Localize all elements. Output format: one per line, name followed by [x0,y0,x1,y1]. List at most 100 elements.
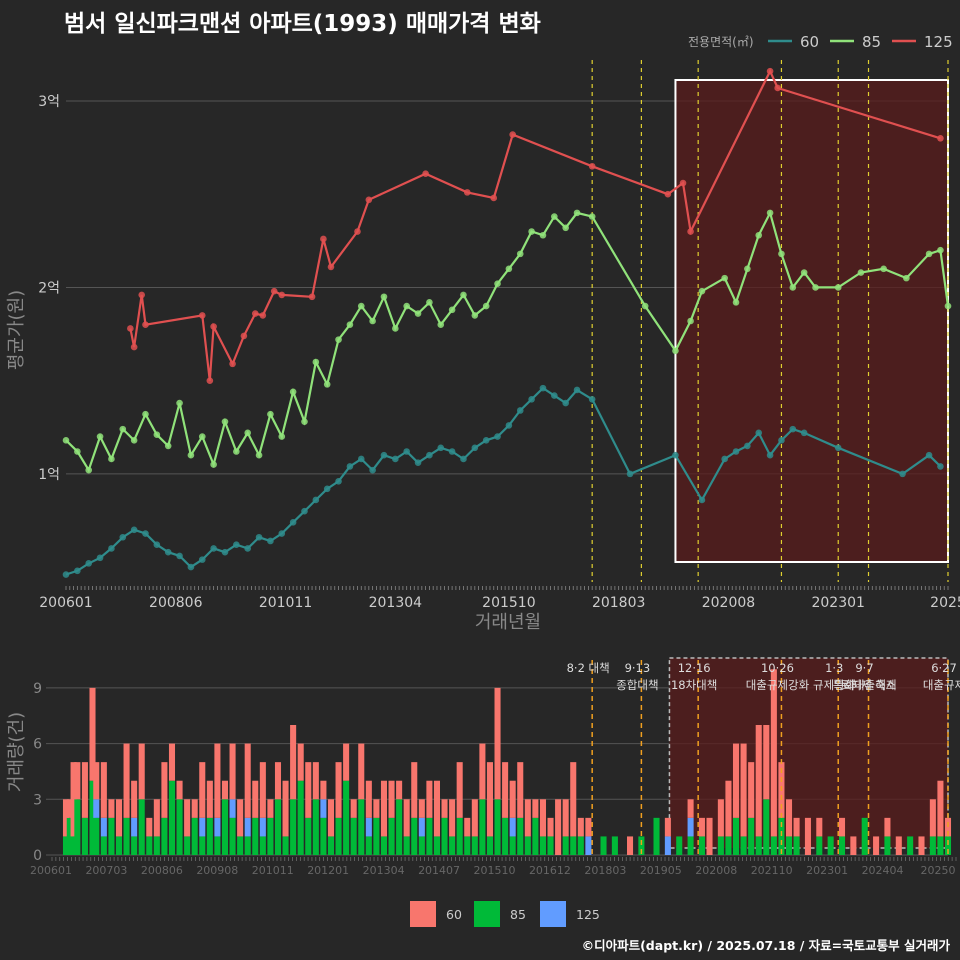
data-point-60-18 [267,537,274,545]
data-point-60-42 [539,384,547,392]
data-point-85-62 [880,265,887,273]
data-point-125-17 [365,196,373,204]
bar-v85-1 [66,817,73,855]
data-point-60-26 [357,455,365,463]
data-point-60-11 [187,563,195,571]
bar-v60-35 [312,762,319,800]
data-point-125-21 [509,131,516,138]
x-axis-title: 거래년월 [475,612,541,633]
bar-v85-46 [396,799,403,855]
data-point-85-58 [800,269,808,276]
data-point-60-17 [255,533,263,541]
bar-v125-77 [664,836,671,855]
data-point-85-21 [301,418,308,425]
bar-v85-35 [312,799,319,855]
data-point-60-44 [562,399,569,407]
data-point-60-10 [176,552,183,560]
bar-v60-8 [108,799,115,818]
data-point-85-26 [357,302,365,310]
bar-v60-10 [123,743,130,818]
data-point-85-42 [539,231,547,239]
bar-v85-50 [426,817,433,855]
data-point-85-2 [85,466,93,474]
data-point-85-31 [414,310,422,317]
bar-v85-98 [861,817,868,855]
bar-v85-47 [403,836,410,855]
bar-v60-43 [373,799,380,818]
bar-v85-89 [770,836,777,855]
bar-v85-70 [577,836,584,855]
bar-v85-38 [335,817,342,855]
bar-v85-15 [161,817,168,855]
bar-v60-56 [471,799,478,837]
bar-legend-label-60: 60 [446,907,462,922]
data-point-125-27 [774,84,781,92]
bar-v60-31 [282,780,289,837]
bar-v85-41 [358,799,365,855]
policy-label-name-7: 대출규제 [923,678,960,692]
data-point-60-41 [528,396,535,403]
bar-x-tick-label-2: 200806 [141,864,183,877]
bar-v85-88 [763,799,770,855]
bar-v85-79 [687,836,694,855]
data-point-125-18 [422,170,429,178]
data-point-60-37 [482,437,490,444]
bar-v60-62 [517,762,524,818]
policy-label-date-1: 9·13 [625,661,651,675]
bar-v85-13 [146,836,153,855]
bar-v60-100 [884,817,891,837]
data-point-60-1 [74,567,81,575]
data-point-85-65 [937,246,944,254]
bar-v60-70 [577,817,584,837]
bar-x-tick-label-6: 201304 [363,864,405,877]
bar-v60-36 [320,780,327,800]
bar-v60-55 [464,817,471,837]
bar-v85-7 [100,836,107,855]
bar-v60-83 [725,780,732,837]
data-point-60-40 [516,407,524,414]
data-point-60-58 [834,444,842,452]
data-point-85-43 [551,213,558,220]
bar-v85-80 [698,836,705,855]
data-point-60-14 [221,548,229,556]
legend-label-85: 85 [862,33,881,51]
bar-v85-83 [725,836,732,855]
data-point-60-48 [672,451,679,459]
data-point-125-4 [198,312,206,319]
data-point-85-28 [380,293,388,301]
bar-v85-76 [653,817,660,855]
bar-v125-22 [214,817,221,837]
bar-v60-12 [138,743,145,800]
data-point-85-54 [755,231,763,239]
bar-v85-94 [816,836,823,855]
data-point-125-24 [679,179,687,187]
data-point-125-5 [206,377,214,384]
bar-v60-64 [532,799,539,818]
bar-v85-29 [267,817,274,855]
bar-v60-29 [267,799,274,818]
policy-label-date-2: 12·16 [678,661,711,675]
bar-v60-93 [804,817,811,855]
bar-v85-85 [740,836,747,855]
data-point-85-41 [528,228,535,235]
bar-v60-0 [62,799,70,837]
bar-v60-40 [350,799,357,818]
data-point-60-23 [323,485,331,493]
bar-v60-47 [403,799,410,837]
bar-v85-23 [221,799,229,855]
data-point-125-6 [210,323,217,330]
x-tick-label-1: 200806 [149,595,203,611]
data-point-85-36 [471,312,479,319]
bar-v85-25 [237,836,244,855]
bar-v125-36 [320,799,327,818]
bar-v85-62 [517,817,524,855]
bar-v60-44 [380,780,388,837]
data-point-125-1 [130,343,138,351]
bar-v85-100 [884,836,891,855]
data-point-125-10 [259,312,267,319]
bar-v60-94 [816,817,823,837]
bar-v60-39 [343,743,350,781]
bar-v125-79 [687,817,694,837]
bar-x-tick-label-8: 201510 [474,864,516,877]
policy-label-name-5: 특례대출축소 [833,678,896,692]
